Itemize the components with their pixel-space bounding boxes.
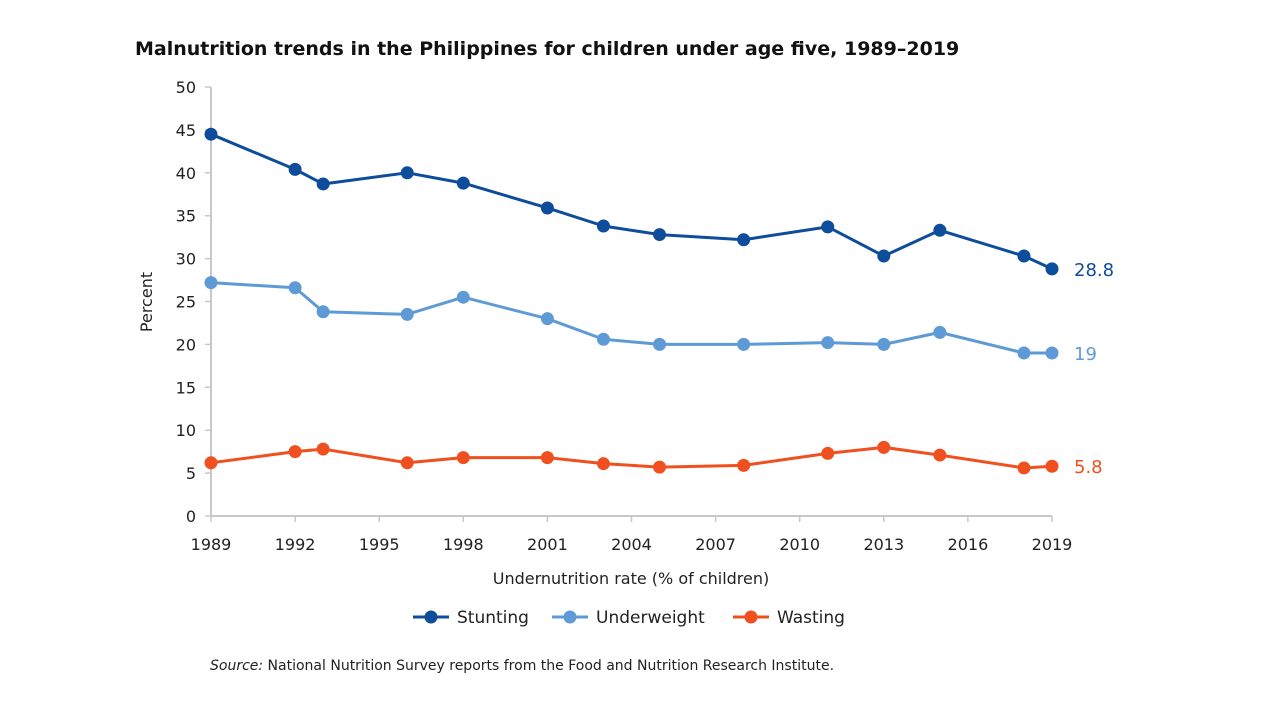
legend-item-underweight: Underweight bbox=[552, 608, 705, 628]
data-point bbox=[737, 458, 751, 472]
legend-item-wasting: Wasting bbox=[733, 608, 845, 628]
data-point bbox=[821, 220, 835, 234]
source-prefix: Source: bbox=[210, 658, 263, 674]
data-point bbox=[316, 177, 330, 191]
x-tick-label: 2007 bbox=[695, 535, 736, 554]
data-point bbox=[933, 448, 947, 462]
x-tick-label: 2019 bbox=[1032, 535, 1073, 554]
y-tick-label: 20 bbox=[176, 335, 196, 354]
data-point bbox=[204, 456, 218, 470]
data-point bbox=[821, 446, 835, 460]
y-tick-label: 50 bbox=[176, 78, 196, 97]
source-text: National Nutrition Survey reports from t… bbox=[263, 658, 834, 674]
x-tick-label: 1995 bbox=[359, 535, 400, 554]
series-wasting: 5.8 bbox=[204, 440, 1103, 478]
y-axis-label: Percent bbox=[137, 272, 156, 332]
data-point bbox=[821, 336, 835, 350]
data-point bbox=[540, 201, 554, 215]
data-point bbox=[596, 219, 610, 233]
data-point bbox=[400, 456, 414, 470]
data-point bbox=[400, 166, 414, 180]
x-tick-label: 2016 bbox=[948, 535, 989, 554]
data-point bbox=[653, 228, 667, 242]
data-point bbox=[288, 162, 302, 176]
data-point bbox=[596, 332, 610, 346]
series-line bbox=[210, 281, 1052, 355]
legend-swatch-marker bbox=[563, 610, 577, 624]
series-line bbox=[210, 445, 1053, 470]
legend-label: Underweight bbox=[596, 608, 705, 628]
end-value-label: 19 bbox=[1074, 344, 1097, 365]
y-tick-label: 5 bbox=[186, 464, 196, 483]
data-point bbox=[933, 325, 947, 339]
data-point bbox=[1045, 262, 1059, 276]
data-point bbox=[877, 249, 891, 263]
data-point bbox=[737, 337, 751, 351]
data-point bbox=[596, 457, 610, 471]
data-point bbox=[1045, 346, 1059, 360]
series-stunting: 28.8 bbox=[204, 127, 1114, 281]
data-point bbox=[737, 233, 751, 247]
data-point bbox=[316, 305, 330, 319]
data-point bbox=[933, 223, 947, 237]
y-tick-label: 10 bbox=[176, 421, 196, 440]
data-point bbox=[456, 290, 470, 304]
data-point bbox=[877, 337, 891, 351]
series-underweight: 19 bbox=[204, 276, 1097, 365]
end-value-label: 28.8 bbox=[1074, 260, 1114, 281]
y-tick-label: 15 bbox=[176, 378, 196, 397]
series-line bbox=[210, 132, 1053, 271]
y-tick-label: 40 bbox=[176, 164, 196, 183]
y-tick-label: 35 bbox=[176, 207, 196, 226]
x-tick-label: 2010 bbox=[779, 535, 820, 554]
x-tick-label: 1989 bbox=[191, 535, 232, 554]
data-point bbox=[540, 312, 554, 326]
y-tick-label: 25 bbox=[176, 293, 196, 312]
data-point bbox=[1045, 459, 1059, 473]
x-axis-label: Undernutrition rate (% of children) bbox=[493, 569, 770, 588]
data-point bbox=[1017, 461, 1031, 475]
data-point bbox=[877, 440, 891, 454]
legend-label: Stunting bbox=[457, 608, 529, 628]
legend-label: Wasting bbox=[777, 608, 845, 628]
legend-swatch-marker bbox=[744, 610, 758, 624]
y-tick-label: 45 bbox=[176, 121, 196, 140]
data-point bbox=[316, 442, 330, 456]
data-point bbox=[540, 451, 554, 465]
x-tick-label: 1992 bbox=[275, 535, 316, 554]
data-point bbox=[456, 176, 470, 190]
y-tick-label: 30 bbox=[176, 250, 196, 269]
y-tick-label: 0 bbox=[186, 507, 196, 526]
legend-swatch-marker bbox=[424, 610, 438, 624]
x-tick-label: 2013 bbox=[863, 535, 904, 554]
data-point bbox=[288, 281, 302, 295]
data-point bbox=[653, 337, 667, 351]
x-tick-label: 2001 bbox=[527, 535, 568, 554]
end-value-label: 5.8 bbox=[1074, 457, 1103, 478]
data-point bbox=[400, 307, 414, 321]
data-point bbox=[653, 460, 667, 474]
data-point bbox=[204, 276, 218, 290]
data-point bbox=[1017, 346, 1031, 360]
legend-item-stunting: Stunting bbox=[413, 608, 529, 628]
data-point bbox=[456, 451, 470, 465]
x-tick-label: 2004 bbox=[611, 535, 652, 554]
chart-title: Malnutrition trends in the Philippines f… bbox=[135, 38, 959, 60]
data-point bbox=[1017, 249, 1031, 263]
data-point bbox=[204, 127, 218, 141]
x-tick-label: 1998 bbox=[443, 535, 484, 554]
source-note: Source: National Nutrition Survey report… bbox=[210, 658, 834, 674]
data-point bbox=[288, 445, 302, 459]
